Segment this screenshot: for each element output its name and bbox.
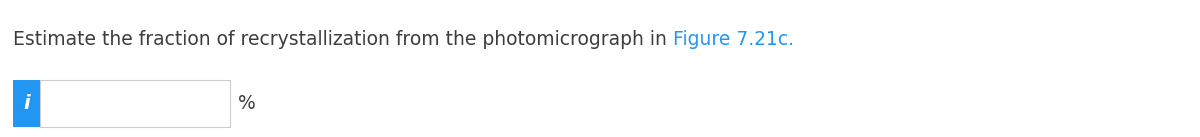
Text: i: i — [23, 94, 30, 113]
Text: %: % — [238, 94, 256, 113]
Text: Figure 7.21c.: Figure 7.21c. — [673, 30, 794, 49]
Text: Estimate the fraction of recrystallization from the photomicrograph in: Estimate the fraction of recrystallizati… — [13, 30, 673, 49]
FancyBboxPatch shape — [40, 80, 230, 127]
FancyBboxPatch shape — [13, 80, 40, 127]
